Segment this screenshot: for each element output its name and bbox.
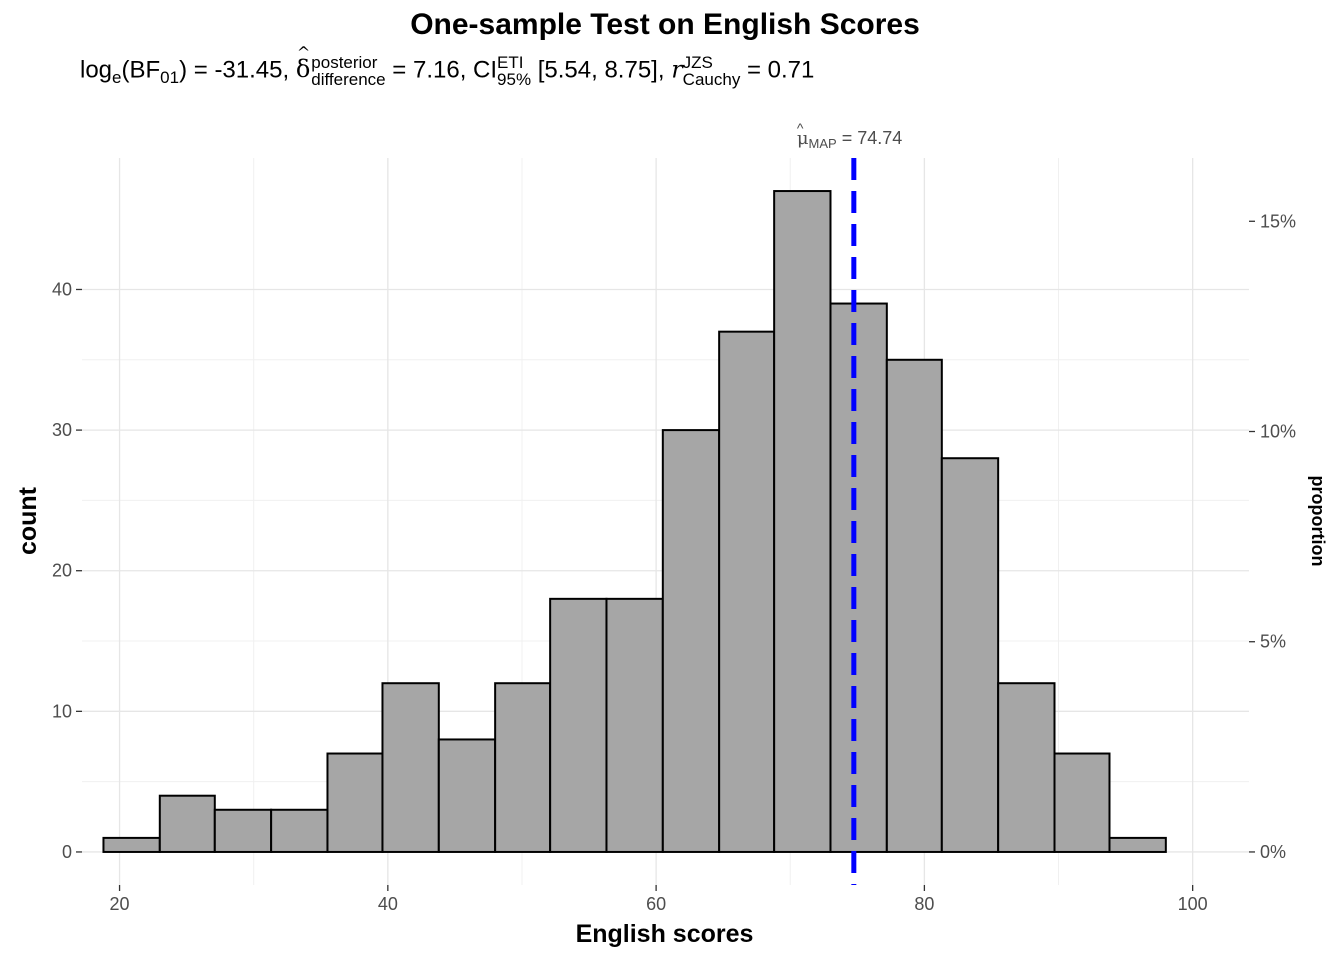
- subtitle-bf-value: ) = -31.45,: [179, 56, 296, 84]
- subtitle-delta-value: = 7.16, CI: [385, 56, 498, 84]
- subtitle-r-value: = 0.71: [740, 56, 815, 84]
- centrality-label-value: = 74.74: [837, 128, 903, 148]
- subtitle-ci-sup: ETI: [497, 53, 524, 72]
- histogram-bar: [213, 808, 273, 853]
- histogram-bar: [773, 190, 832, 853]
- histogram-bar: [494, 682, 552, 853]
- histogram-bar: [102, 836, 161, 853]
- subtitle-bf: (BF: [121, 56, 161, 84]
- subtitle-delta-sub: difference: [311, 70, 386, 89]
- histogram-bar: [997, 682, 1056, 853]
- subtitle-ci-sub: 95%: [497, 70, 532, 89]
- chart-subtitle: loge(BF01) = -31.45, ^ δ posterior differen…: [80, 43, 1080, 104]
- y2-tick-label: 10%: [1260, 422, 1296, 442]
- histogram-bar: [940, 457, 1000, 853]
- histogram-bar: [661, 429, 721, 853]
- y2-tick-label: 0%: [1260, 842, 1286, 862]
- y-tick-label: 10: [52, 701, 72, 721]
- histogram-bar: [1108, 836, 1167, 853]
- centrality-label-symbol: μ: [797, 128, 809, 149]
- histogram-bar: [158, 794, 216, 853]
- histogram-bar: [1053, 752, 1111, 853]
- x-tick-label: 80: [914, 894, 934, 914]
- chart-title: One-sample Test on English Scores: [410, 8, 920, 41]
- x-tick-label: 20: [110, 894, 130, 914]
- subtitle-r-sup: JZS: [682, 53, 713, 72]
- centrality-label-sub: MAP: [809, 136, 837, 151]
- subtitle-r-sub: Cauchy: [682, 70, 741, 89]
- y-axis-title: count: [14, 486, 42, 555]
- x-tick-label: 40: [378, 894, 398, 914]
- histogram-bar: [437, 738, 497, 853]
- subtitle-delta-sup: posterior: [311, 53, 378, 72]
- y-tick-label: 20: [52, 561, 72, 581]
- y2-tick-label: 5%: [1260, 632, 1286, 652]
- histogram-bar: [829, 302, 888, 853]
- y2-axis-title: proportion: [1308, 476, 1328, 567]
- y2-tick-label: 15%: [1260, 211, 1296, 231]
- subtitle-delta: ^ δ: [295, 43, 311, 84]
- subtitle-r: r: [671, 55, 683, 84]
- y-tick-label: 30: [52, 420, 72, 440]
- histogram-bar: [381, 682, 440, 853]
- histogram-bar: [270, 808, 329, 853]
- centrality-label-hat: ^: [797, 120, 804, 136]
- subtitle-ci-value: [5.54, 8.75],: [531, 56, 672, 84]
- subtitle-log-base: e: [112, 68, 122, 88]
- histogram-bar: [605, 597, 664, 853]
- x-tick-label: 60: [646, 894, 666, 914]
- x-axis-title: English scores: [576, 920, 754, 948]
- histogram-bar: [718, 330, 776, 853]
- histogram-bar: [885, 358, 943, 853]
- centrality-label: μMAP = 74.74: [797, 128, 902, 151]
- histogram-bar: [326, 752, 384, 853]
- subtitle-bf-sub: 01: [160, 68, 180, 88]
- subtitle-log: log: [80, 56, 113, 84]
- histogram-bar: [549, 597, 608, 853]
- y-tick-label: 40: [52, 279, 72, 299]
- y-tick-label: 0: [62, 842, 72, 862]
- x-tick-label: 100: [1178, 894, 1208, 914]
